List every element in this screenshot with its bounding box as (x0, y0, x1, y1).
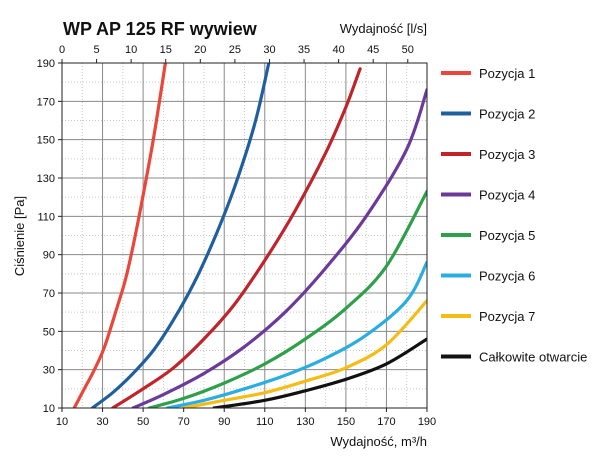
y-tick-label: 190 (37, 58, 55, 70)
x-tick-label: 70 (178, 416, 190, 428)
x-tick-label: 170 (377, 416, 395, 428)
y-tick-label: 10 (43, 403, 55, 415)
tick-labels: 10 30 50 70 90 110 130 150 170 190103050709011013… (37, 44, 437, 428)
series-line-1 (72, 63, 167, 408)
x-tick-label: 150 (337, 416, 355, 428)
x2-tick-label: 45 (367, 44, 379, 56)
x2-tick-label: 5 (94, 44, 100, 56)
y-tick-label: 170 (37, 96, 55, 108)
x2-tick-label: 10 (125, 44, 137, 56)
legend-label-5: Pozycja 5 (479, 228, 535, 243)
legend-label-6: Pozycja 6 (479, 269, 535, 284)
x-tick-label: 90 (218, 416, 230, 428)
plot-frame (61, 62, 428, 409)
legend: Pozycja 1 Pozycja 2 Pozycja 3 Pozycja 4 Pozy… (441, 66, 587, 365)
y-tick-label: 90 (43, 250, 55, 262)
chart-title: WP AP 125 RF wywiew (63, 19, 258, 39)
y-tick-label: 130 (37, 173, 55, 185)
x-tick-label: 10 (56, 416, 68, 428)
series-line-4 (131, 88, 427, 408)
legend-label-1: Pozycja 1 (479, 66, 535, 81)
series-line-3 (111, 67, 362, 408)
x-tick-label: 30 (96, 416, 108, 428)
x2-axis-title: Wydajność [l/s] (340, 21, 427, 36)
x-tick-label: 110 (256, 416, 274, 428)
x-tick-label: 130 (296, 416, 314, 428)
grid (62, 63, 427, 408)
x2-tick-label: 35 (298, 44, 310, 56)
x2-tick-label: 20 (194, 44, 206, 56)
series-line-2 (90, 63, 271, 408)
x2-tick-label: 0 (59, 44, 65, 56)
legend-label-2: Pozycja 2 (479, 107, 535, 122)
x2-tick-label: 30 (263, 44, 275, 56)
y-axis-title: Ciśnienie [Pa] (12, 196, 27, 276)
x2-tick-label: 25 (229, 44, 241, 56)
x-axis-title: Wydajność, m³/h (330, 434, 427, 449)
x2-tick-label: 50 (402, 44, 414, 56)
x2-tick-label: 40 (332, 44, 344, 56)
x-tick-label: 190 (418, 416, 436, 428)
series-line-5 (147, 189, 427, 408)
series-lines (72, 63, 427, 408)
y-tick-label: 30 (43, 365, 55, 377)
series-line-8 (212, 337, 427, 408)
legend-label-3: Pozycja 3 (479, 147, 535, 162)
y-tick-label: 70 (43, 288, 55, 300)
series-line-7 (182, 299, 427, 408)
x-tick-label: 50 (137, 416, 149, 428)
series-line-6 (165, 260, 427, 408)
y-tick-label: 150 (37, 135, 55, 147)
x2-tick-label: 15 (160, 44, 172, 56)
legend-label-8: Całkowite otwarcie (479, 350, 587, 365)
legend-label-4: Pozycja 4 (479, 188, 535, 203)
y-tick-label: 110 (37, 211, 55, 223)
legend-label-7: Pozycja 7 (479, 309, 535, 324)
y-tick-label: 50 (43, 326, 55, 338)
